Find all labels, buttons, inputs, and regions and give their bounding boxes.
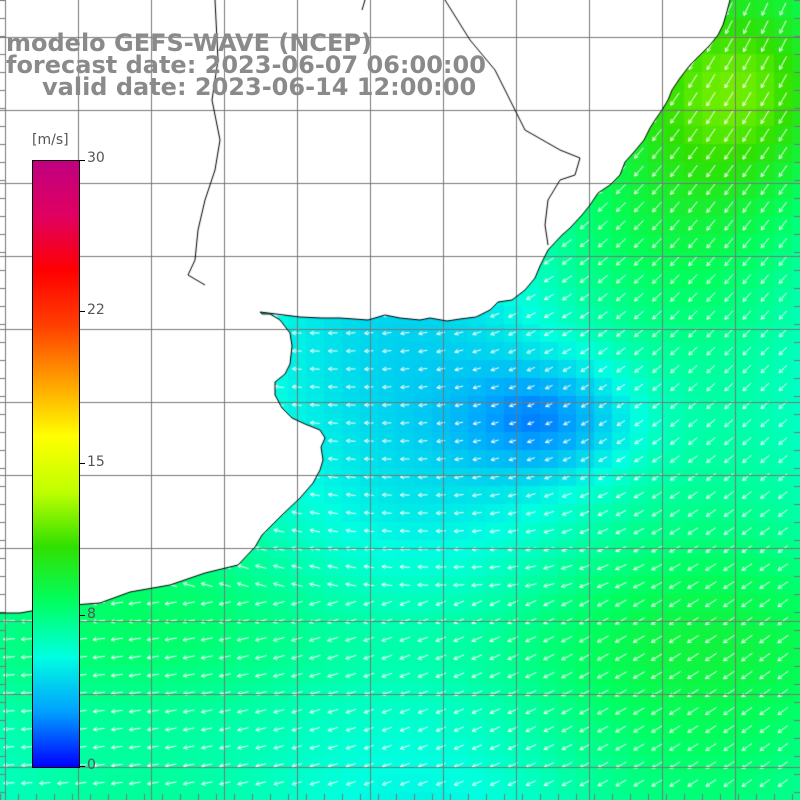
colorbar-tick-22: 22 bbox=[87, 302, 105, 318]
colorbar bbox=[32, 160, 80, 768]
colorbar-unit: [m/s] bbox=[32, 132, 69, 148]
colorbar-tickmark bbox=[79, 160, 85, 161]
colorbar-tickmark bbox=[79, 766, 85, 767]
model-title: modelo GEFS-WAVE (NCEP) bbox=[6, 29, 372, 57]
colorbar-tick-8: 8 bbox=[87, 606, 96, 622]
colorbar-tick-0: 0 bbox=[87, 757, 96, 773]
colorbar-tick-30: 30 bbox=[87, 150, 105, 166]
valid-date: valid date: 2023-06-14 12:00:00 bbox=[42, 73, 477, 101]
colorbar-tick-15: 15 bbox=[87, 454, 105, 470]
colorbar-tickmark bbox=[79, 615, 85, 616]
colorbar-tickmark bbox=[79, 463, 85, 464]
colorbar-tickmark bbox=[79, 311, 85, 312]
forecast-date: forecast date: 2023-06-07 06:00:00 bbox=[6, 51, 486, 79]
